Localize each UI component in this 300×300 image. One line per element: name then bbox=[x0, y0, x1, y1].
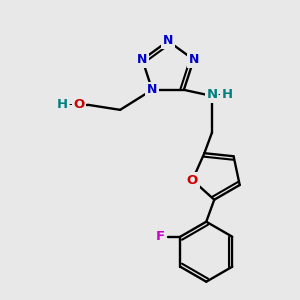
Text: -: - bbox=[69, 98, 74, 111]
Text: H: H bbox=[58, 98, 68, 111]
Text: N: N bbox=[206, 88, 218, 101]
Text: N: N bbox=[147, 83, 157, 96]
Text: -: - bbox=[218, 88, 222, 101]
Text: N: N bbox=[137, 53, 148, 66]
Text: H: H bbox=[221, 88, 233, 101]
Text: –O: –O bbox=[63, 98, 80, 111]
Text: F: F bbox=[156, 230, 165, 243]
Text: N: N bbox=[188, 53, 199, 66]
Text: H: H bbox=[57, 98, 68, 111]
Text: N: N bbox=[163, 34, 173, 47]
Text: O: O bbox=[187, 173, 198, 187]
Text: O: O bbox=[74, 98, 85, 111]
